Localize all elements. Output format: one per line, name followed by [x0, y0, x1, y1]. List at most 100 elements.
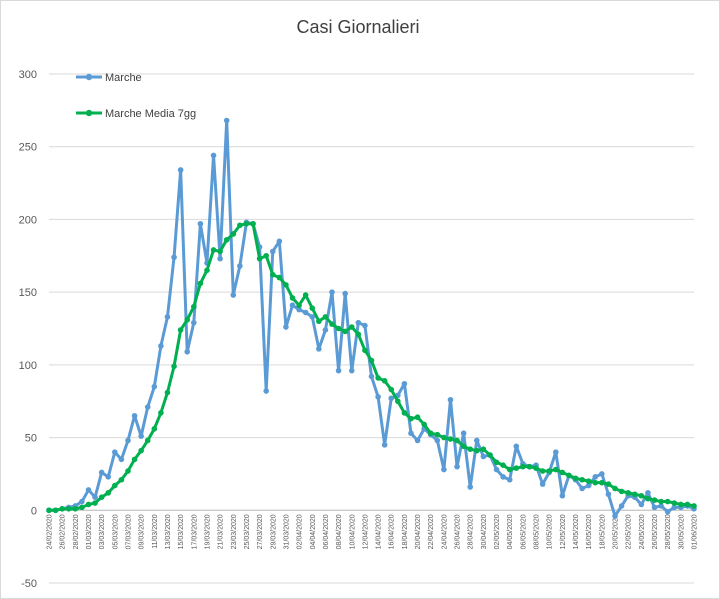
- x-tick-label: 16/05/2020: [586, 514, 593, 549]
- data-point: [454, 463, 460, 470]
- x-tick-label: 11/03/2020: [152, 514, 159, 549]
- x-tick-label: 30/04/2020: [481, 514, 488, 549]
- data-point: [434, 431, 441, 438]
- x-tick-label: 04/04/2020: [310, 514, 317, 549]
- data-point: [513, 465, 520, 471]
- data-point: [375, 394, 381, 400]
- data-point: [263, 388, 269, 394]
- data-point: [302, 292, 309, 298]
- data-point: [184, 348, 191, 355]
- x-tick-label: 18/05/2020: [599, 514, 606, 549]
- y-tick-label: 0: [31, 505, 37, 517]
- data-point: [381, 442, 388, 448]
- data-point: [309, 305, 316, 311]
- x-tick-label: 22/05/2020: [626, 514, 633, 549]
- data-point: [348, 367, 355, 374]
- x-tick-label: 07/03/2020: [125, 514, 132, 549]
- data-point: [79, 498, 85, 505]
- data-point: [362, 347, 368, 354]
- x-tick-label: 03/03/2020: [99, 514, 106, 549]
- x-tick-label: 27/03/2020: [257, 514, 264, 549]
- data-point: [618, 503, 625, 509]
- x-axis-tick-labels: 24/02/2020 26/02/2020 28/02/2020 01/03/2020…: [47, 514, 699, 549]
- data-point: [408, 415, 414, 422]
- data-point: [559, 492, 566, 499]
- data-point: [474, 437, 480, 444]
- data-point: [368, 357, 375, 364]
- data-point: [631, 491, 638, 498]
- legend: Marche Marche Media 7gg: [76, 72, 196, 120]
- x-tick-label: 06/05/2020: [520, 514, 527, 549]
- x-tick-label: 17/03/2020: [191, 514, 198, 549]
- x-tick-label: 23/03/2020: [231, 514, 238, 549]
- data-point: [599, 471, 605, 477]
- data-point: [177, 167, 184, 173]
- data-point: [190, 303, 197, 310]
- data-point: [421, 421, 427, 428]
- x-tick-label: 28/02/2020: [73, 514, 80, 549]
- data-point: [144, 404, 151, 410]
- data-point: [414, 414, 421, 421]
- data-point: [434, 437, 441, 444]
- x-tick-label: 20/04/2020: [415, 514, 422, 549]
- data-point: [283, 282, 289, 288]
- data-point: [223, 236, 230, 243]
- data-point: [447, 396, 454, 403]
- x-tick-label: 09/03/2020: [139, 514, 146, 549]
- data-point: [506, 476, 513, 483]
- data-point: [474, 447, 480, 454]
- data-point: [348, 324, 355, 330]
- y-tick-label: -50: [21, 578, 37, 590]
- data-point: [493, 459, 500, 466]
- data-point: [513, 443, 520, 450]
- data-point: [85, 487, 92, 493]
- x-tick-label: 12/04/2020: [362, 514, 369, 549]
- data-point: [335, 367, 342, 374]
- data-point: [585, 478, 592, 485]
- data-point: [520, 463, 526, 470]
- data-point: [52, 507, 59, 514]
- data-point: [500, 474, 506, 480]
- y-tick-label: 300: [19, 69, 37, 81]
- x-tick-label: 16/04/2020: [389, 514, 396, 549]
- data-point: [125, 468, 131, 474]
- data-point: [441, 466, 447, 473]
- data-point: [138, 433, 144, 439]
- data-point: [237, 263, 243, 269]
- data-point: [158, 410, 164, 416]
- data-point: [460, 443, 467, 450]
- data-point: [138, 447, 144, 454]
- data-point: [552, 466, 559, 473]
- data-point: [296, 302, 302, 309]
- x-tick-label: 28/04/2020: [468, 514, 475, 549]
- data-point: [197, 220, 204, 227]
- data-point: [276, 238, 283, 245]
- data-point: [335, 325, 342, 332]
- data-point: [250, 220, 256, 227]
- data-point: [263, 252, 269, 259]
- data-point: [223, 117, 230, 124]
- data-point: [691, 503, 697, 509]
- x-tick-label: 15/03/2020: [178, 514, 185, 549]
- data-point: [579, 485, 585, 492]
- data-point: [678, 501, 684, 508]
- x-tick-label: 26/04/2020: [455, 514, 462, 549]
- data-point: [368, 373, 375, 380]
- data-point: [592, 474, 599, 480]
- data-point: [480, 453, 487, 460]
- legend-marker-marche: [85, 73, 93, 81]
- data-point: [217, 248, 223, 255]
- data-point: [217, 255, 223, 262]
- data-point: [612, 513, 618, 519]
- data-point: [533, 465, 539, 471]
- data-point: [579, 476, 585, 483]
- data-point: [118, 476, 125, 483]
- data-point: [381, 378, 388, 384]
- data-point: [651, 504, 658, 511]
- data-point: [645, 495, 651, 502]
- data-point: [671, 500, 678, 506]
- x-tick-label: 21/03/2020: [218, 514, 225, 549]
- legend-marker-marche-media-7gg: [85, 109, 93, 117]
- data-point: [256, 255, 263, 262]
- data-point: [546, 468, 553, 474]
